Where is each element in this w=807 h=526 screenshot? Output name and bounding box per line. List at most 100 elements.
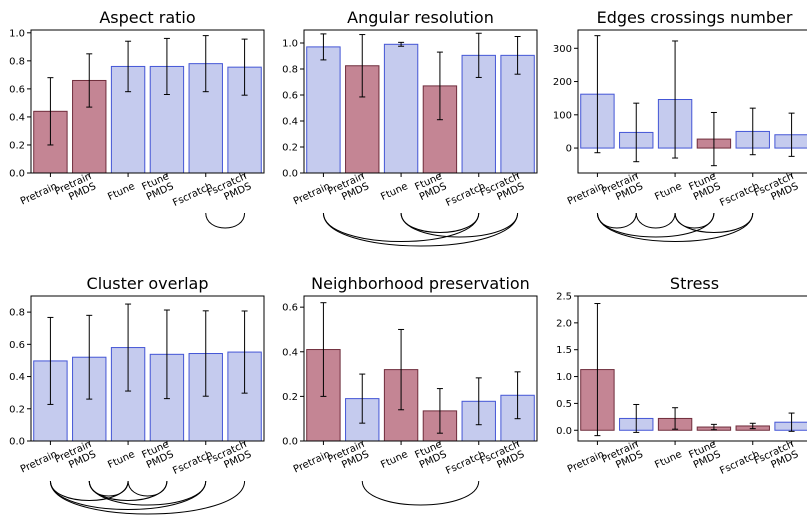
- y-tick-label: 0.4: [9, 112, 25, 123]
- x-tick-label: Ftune: [653, 449, 683, 471]
- y-tick-label: 0.6: [9, 84, 25, 95]
- y-tick-label: 0.0: [556, 426, 572, 437]
- bar: [383, 43, 419, 174]
- y-tick-label: 300: [553, 44, 572, 55]
- y-tick-label: 0.0: [282, 437, 298, 448]
- y-tick-label: 2.0: [556, 318, 572, 329]
- error-bar: [320, 302, 327, 397]
- error-bar: [514, 371, 521, 420]
- error-bar: [86, 314, 93, 400]
- significance-arc: [49, 480, 207, 510]
- significance-arc: [49, 480, 129, 501]
- x-tick-label: PretrainPMDS: [53, 171, 98, 208]
- error-bar: [749, 422, 756, 430]
- significance-arc: [361, 480, 480, 506]
- x-tick-label: Pretrain: [19, 181, 59, 208]
- x-tick-label: PretrainPMDS: [326, 439, 371, 476]
- error-bar: [398, 328, 405, 411]
- y-tick-label: 0.4: [9, 372, 25, 383]
- x-tick-label: Pretrain: [566, 449, 606, 476]
- error-bar: [436, 388, 443, 434]
- significance-arc: [674, 212, 715, 229]
- y-tick-label: 0.2: [9, 140, 25, 151]
- y-tick-label: 0.5: [556, 399, 572, 410]
- y-tick-label: 0.2: [282, 143, 298, 154]
- y-tick-label: 0.4: [282, 347, 298, 358]
- x-tick-label: FtunePMDS: [687, 439, 722, 471]
- significance-arc: [400, 212, 480, 233]
- error-bar: [202, 310, 209, 397]
- y-tick-label: 1.5: [556, 345, 572, 356]
- x-tick-label: FscratchPMDS: [752, 171, 800, 209]
- error-bar: [633, 102, 640, 163]
- chart-panel: Neighborhood preservation 0.0 0.2 0.4 0.6 Pre…: [282, 274, 538, 506]
- significance-arc: [596, 212, 754, 242]
- bar: [500, 54, 535, 174]
- error-bar: [163, 37, 170, 95]
- y-tick-label: 0.8: [282, 65, 298, 76]
- plot-frame: [303, 29, 538, 174]
- plot-frame: [303, 295, 538, 442]
- x-tick-label: Pretrain: [292, 181, 332, 208]
- error-bar: [788, 412, 795, 432]
- error-bar: [594, 35, 601, 154]
- x-tick-label: FscratchPMDS: [752, 439, 800, 477]
- y-tick-label: 0.0: [282, 169, 298, 180]
- x-tick-label: Pretrain: [19, 449, 59, 476]
- y-tick-label: 1.0: [556, 372, 572, 383]
- x-tick-label: PretrainPMDS: [600, 171, 645, 208]
- chart-title: Stress: [670, 274, 719, 293]
- significance-arc: [674, 212, 754, 233]
- y-tick-label: 1.0: [282, 39, 298, 50]
- y-tick-label: 0.6: [9, 340, 25, 351]
- y-tick-label: 0.2: [9, 404, 25, 415]
- y-tick-label: 0.2: [282, 392, 298, 403]
- error-bar: [359, 34, 366, 98]
- significance-arc: [596, 212, 715, 238]
- y-tick-label: 1.0: [9, 28, 25, 39]
- significance-arc: [88, 480, 207, 506]
- chart-title: Angular resolution: [347, 8, 494, 27]
- y-tick-label: 0.6: [282, 303, 298, 314]
- chart-panel: Edges crossings number 0 100 200 300 Pretrain…: [553, 8, 807, 242]
- error-bar: [672, 407, 679, 430]
- chart-title: Aspect ratio: [99, 8, 195, 27]
- chart-panel: Cluster overlap 0.0 0.2 0.4 0.6 0.8 PretrainPr…: [9, 274, 265, 515]
- y-tick-label: 0.6: [282, 91, 298, 102]
- error-bar: [788, 112, 795, 157]
- chart-panel: Aspect ratio 0.0 0.2 0.4 0.6 0.8 1.0 PretrainPr…: [9, 8, 265, 229]
- x-tick-label: Ftune: [379, 181, 409, 203]
- y-tick-label: 0.0: [9, 437, 25, 448]
- x-tick-label: Ftune: [653, 181, 683, 203]
- y-tick-label: 0: [566, 144, 572, 155]
- x-tick-label: PretrainPMDS: [326, 171, 371, 208]
- x-tick-label: FscratchPMDS: [478, 439, 526, 477]
- chart-panel: Stress 0.0 0.5 1.0 1.5 2.0 2.5 PretrainPretrain…: [556, 274, 807, 477]
- error-bar: [514, 36, 521, 75]
- significance-arc: [127, 480, 168, 497]
- error-bar: [241, 310, 248, 394]
- x-tick-label: Pretrain: [566, 181, 606, 208]
- chart-title: Edges crossings number: [597, 8, 793, 27]
- bar: [306, 46, 341, 174]
- plot-frame: [577, 29, 807, 174]
- error-bar: [47, 316, 54, 405]
- significance-arc: [322, 212, 519, 247]
- error-bar: [320, 33, 327, 61]
- error-bar: [47, 77, 54, 146]
- y-tick-label: 100: [553, 110, 572, 121]
- plot-frame: [577, 295, 807, 442]
- error-bar: [125, 303, 132, 392]
- bar: [774, 134, 807, 149]
- x-tick-label: Pretrain: [292, 449, 332, 476]
- error-bar: [475, 32, 482, 78]
- error-bar: [749, 107, 756, 156]
- error-bar: [475, 377, 482, 426]
- y-tick-label: 2.5: [556, 292, 572, 303]
- x-tick-label: Ftune: [379, 449, 409, 471]
- chart-title: Neighborhood preservation: [311, 274, 530, 293]
- y-tick-label: 0.8: [9, 308, 25, 319]
- significance-arc: [49, 480, 246, 515]
- error-bar: [594, 303, 601, 437]
- significance-arc: [596, 212, 637, 229]
